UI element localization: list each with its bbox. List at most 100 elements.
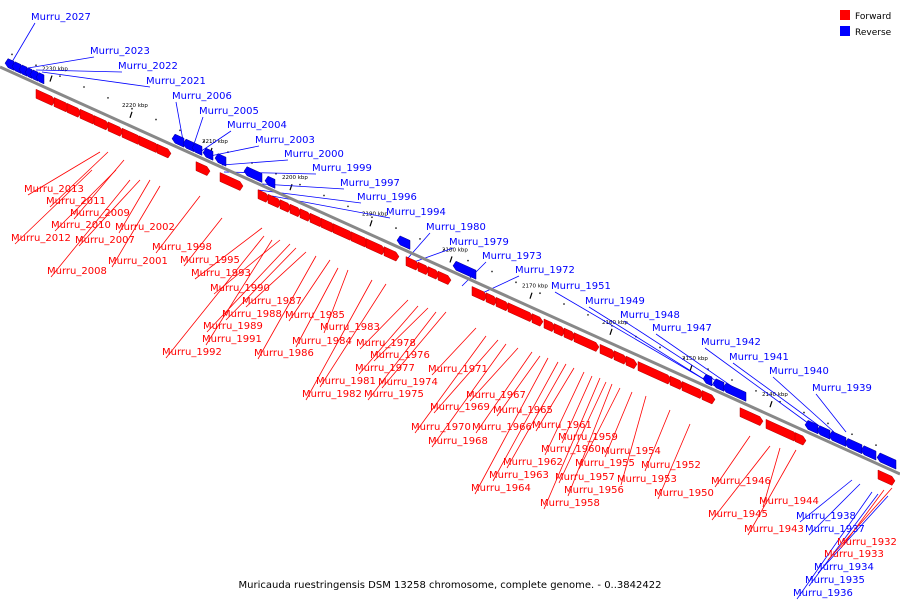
forward-gene-block[interactable] [299, 208, 312, 222]
gene-label[interactable]: Murru_1949 [585, 296, 645, 307]
reverse-gene-block[interactable] [24, 67, 33, 79]
gene-label[interactable]: Murru_1969 [430, 402, 490, 413]
forward-gene-block[interactable] [267, 193, 282, 209]
gene-label[interactable]: Murru_1937 [805, 524, 865, 535]
forward-gene-block[interactable] [79, 108, 97, 125]
gene-label[interactable]: Murru_1977 [355, 363, 415, 374]
gene-label[interactable]: Murru_1957 [555, 472, 615, 483]
gene-label[interactable]: Murru_1973 [482, 251, 542, 262]
gene-label[interactable]: Murru_1974 [378, 377, 438, 388]
gene-label[interactable]: Murru_1945 [708, 509, 768, 520]
forward-gene-block[interactable] [471, 286, 488, 302]
gene-label[interactable]: Murru_1935 [805, 575, 865, 586]
gene-label[interactable]: Murru_1985 [285, 310, 345, 321]
gene-label[interactable]: Murru_1943 [744, 524, 804, 535]
gene-label[interactable]: Murru_1933 [824, 549, 884, 560]
forward-gene-block[interactable] [669, 375, 684, 390]
forward-gene-block[interactable] [66, 102, 82, 118]
forward-gene-block[interactable] [794, 432, 807, 446]
gene-label[interactable]: Murru_2010 [51, 220, 111, 231]
gene-label[interactable]: Murru_1944 [759, 496, 819, 507]
forward-gene-block[interactable] [599, 343, 616, 360]
forward-gene-block[interactable] [427, 266, 440, 280]
reverse-gene-block[interactable] [844, 438, 863, 455]
forward-gene-block[interactable] [107, 121, 124, 137]
gene-label[interactable]: Murru_1984 [292, 336, 352, 347]
gene-label[interactable]: Murru_1951 [551, 281, 611, 292]
gene-label[interactable]: Murru_1976 [370, 350, 430, 361]
gene-label[interactable]: Murru_1992 [162, 347, 222, 358]
forward-gene-block[interactable] [531, 313, 544, 327]
gene-label[interactable]: Murru_2001 [108, 256, 168, 267]
gene-label[interactable]: Murru_2009 [70, 208, 130, 219]
gene-label[interactable]: Murru_1950 [654, 488, 714, 499]
forward-gene-block[interactable] [35, 88, 56, 106]
gene-label[interactable]: Murru_1967 [466, 390, 526, 401]
forward-gene-block[interactable] [257, 189, 270, 203]
forward-gene-block[interactable] [681, 381, 704, 399]
gene-label[interactable]: Murru_1961 [532, 420, 592, 431]
gene-label[interactable]: Murru_2023 [90, 46, 150, 57]
gene-label[interactable]: Murru_1939 [812, 383, 872, 394]
reverse-gene-block[interactable] [876, 452, 897, 470]
gene-label[interactable]: Murru_1955 [575, 458, 635, 469]
forward-gene-block[interactable] [765, 418, 798, 442]
forward-gene-block[interactable] [739, 407, 764, 426]
gene-label[interactable]: Murru_1947 [652, 323, 712, 334]
reverse-gene-block[interactable] [828, 430, 847, 447]
reverse-gene-block[interactable] [171, 133, 185, 148]
reverse-gene-block[interactable] [712, 378, 725, 392]
gene-label[interactable]: Murru_1995 [180, 255, 240, 266]
forward-gene-block[interactable] [219, 172, 244, 191]
reverse-gene-block[interactable] [804, 420, 819, 435]
forward-gene-block[interactable] [417, 261, 430, 275]
gene-label[interactable]: Murru_1960 [541, 444, 601, 455]
gene-label[interactable]: Murru_1982 [302, 389, 362, 400]
gene-label[interactable]: Murru_1988 [222, 309, 282, 320]
gene-label[interactable]: Murru_1997 [340, 178, 400, 189]
reverse-gene-block[interactable] [202, 147, 214, 161]
gene-label[interactable]: Murru_1936 [793, 588, 853, 599]
gene-label[interactable]: Murru_2005 [199, 106, 259, 117]
forward-gene-block[interactable] [350, 231, 369, 248]
gene-label[interactable]: Murru_1986 [254, 348, 314, 359]
gene-label[interactable]: Murru_1971 [428, 364, 488, 375]
reverse-gene-block[interactable] [860, 445, 877, 461]
reverse-gene-block[interactable] [702, 373, 713, 387]
gene-label[interactable]: Murru_1989 [203, 321, 263, 332]
forward-gene-block[interactable] [365, 238, 386, 256]
reverse-gene-block[interactable] [264, 175, 276, 189]
forward-gene-block[interactable] [93, 115, 110, 131]
gene-label[interactable]: Murru_2006 [172, 91, 232, 102]
gene-label[interactable]: Murru_1952 [641, 460, 701, 471]
reverse-gene-block[interactable] [722, 382, 747, 402]
forward-gene-block[interactable] [877, 469, 896, 486]
gene-label[interactable]: Murru_1962 [503, 457, 563, 468]
gene-label[interactable]: Murru_1996 [357, 192, 417, 203]
gene-label[interactable]: Murru_1934 [814, 562, 874, 573]
gene-label[interactable]: Murru_2007 [75, 235, 135, 246]
gene-label[interactable]: Murru_1959 [558, 432, 618, 443]
forward-gene-block[interactable] [701, 390, 716, 405]
gene-label[interactable]: Murru_1940 [769, 366, 829, 377]
reverse-gene-block[interactable] [452, 260, 477, 280]
gene-label[interactable]: Murru_1964 [471, 483, 531, 494]
forward-gene-block[interactable] [625, 355, 638, 370]
gene-label[interactable]: Murru_2011 [46, 196, 106, 207]
forward-gene-block[interactable] [553, 323, 566, 337]
gene-label[interactable]: Murru_1938 [796, 511, 856, 522]
gene-label[interactable]: Murru_1975 [364, 389, 424, 400]
gene-label[interactable]: Murru_1994 [386, 207, 446, 218]
gene-label[interactable]: Murru_1958 [540, 498, 600, 509]
forward-gene-block[interactable] [485, 292, 498, 306]
gene-label[interactable]: Murru_1983 [320, 322, 380, 333]
gene-label[interactable]: Murru_1987 [242, 296, 302, 307]
forward-gene-block[interactable] [543, 318, 556, 332]
forward-gene-block[interactable] [289, 203, 302, 218]
gene-label[interactable]: Murru_1946 [711, 476, 771, 487]
gene-labels[interactable]: Murru_2027 Murru_2023 Murru_2022 Murru_2021… [11, 12, 897, 599]
gene-label[interactable]: Murru_1941 [729, 352, 789, 363]
gene-label[interactable]: Murru_2002 [115, 222, 175, 233]
forward-gene-block[interactable] [495, 296, 510, 312]
gene-label[interactable]: Murru_1963 [489, 470, 549, 481]
